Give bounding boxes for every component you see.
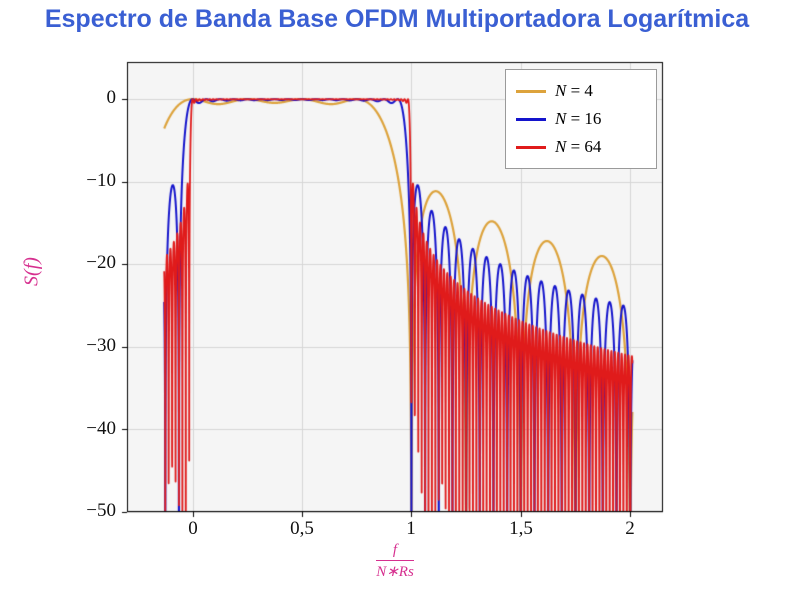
x-tick-0: 0 <box>188 518 198 539</box>
legend-swatch-n4 <box>516 89 546 93</box>
x-axis-numerator: f <box>376 542 414 561</box>
y-tick-m30: −30 <box>86 335 116 356</box>
y-tick-m40: −40 <box>86 418 116 439</box>
x-tick-15: 1,5 <box>509 518 533 539</box>
y-tick-m10: −10 <box>86 170 116 191</box>
legend-label-n16: N = 16 <box>555 109 602 128</box>
x-axis-label: f N∗Rs <box>345 542 445 581</box>
legend-swatch-n64 <box>516 145 546 149</box>
legend-entry-n64: N = 64 <box>516 133 646 161</box>
legend-entry-n16: N = 16 <box>516 105 646 133</box>
x-tick-1: 1 <box>406 518 416 539</box>
x-tick-05: 0,5 <box>290 518 314 539</box>
x-axis-denominator: N∗Rs <box>376 564 414 580</box>
y-axis-label: S(f) <box>20 257 43 286</box>
legend-label-n4: N = 4 <box>555 81 593 100</box>
legend: N = 4 N = 16 N = 64 <box>505 69 657 169</box>
y-tick-m20: −20 <box>86 252 116 273</box>
y-tick-m50: −50 <box>86 500 116 521</box>
x-tick-2: 2 <box>625 518 635 539</box>
legend-entry-n4: N = 4 <box>516 77 646 105</box>
legend-label-n64: N = 64 <box>555 137 602 156</box>
x-axis-fraction: f N∗Rs <box>376 542 414 581</box>
y-tick-0: 0 <box>106 87 117 108</box>
legend-swatch-n16 <box>516 117 546 121</box>
